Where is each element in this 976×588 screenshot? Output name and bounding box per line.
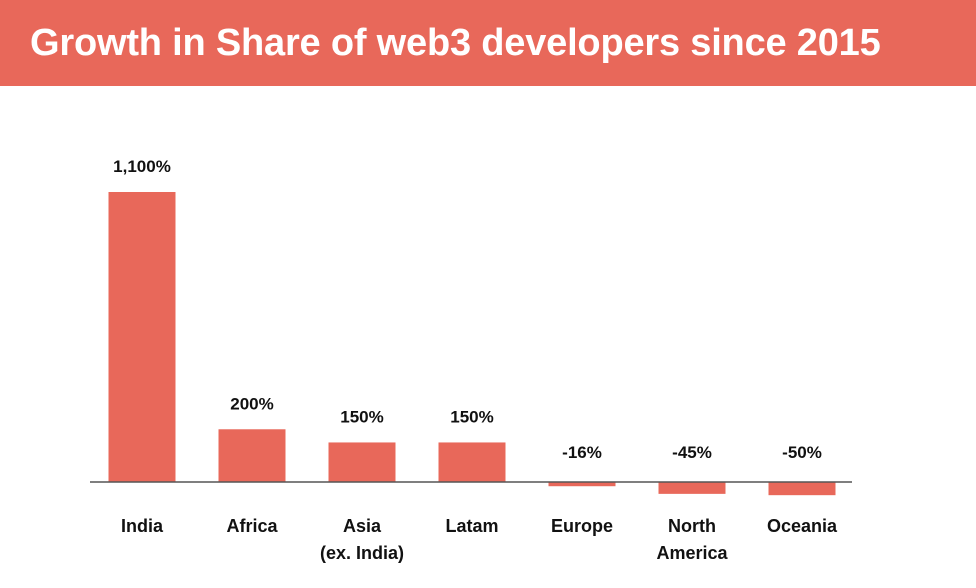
page-title: Growth in Share of web3 developers since… (30, 22, 881, 64)
category-label-line: North (668, 516, 716, 536)
bar-value-label: -16% (562, 443, 602, 462)
category-label-line: Africa (226, 516, 278, 536)
category-labels-group: India Africa Asia (ex. India) Latam Europe Nor… (121, 516, 838, 563)
bars-group (108, 192, 836, 496)
category-label-line: India (121, 516, 164, 536)
bar-value-label: 1,100% (113, 157, 171, 176)
bar-value-label: -50% (782, 443, 822, 462)
title-banner: Growth in Share of web3 developers since… (0, 0, 976, 86)
bar (108, 192, 176, 482)
category-label-line: Asia (343, 516, 382, 536)
category-label: Oceania (767, 516, 838, 536)
bar (438, 442, 506, 482)
category-label: Asia (ex. India) (320, 516, 404, 563)
category-label-line: Europe (551, 516, 613, 536)
category-label: Latam (445, 516, 498, 536)
value-labels-group: 1,100% 200% 150% 150% -16% -45% -50% (113, 157, 822, 462)
bar (548, 482, 616, 487)
category-label-line: Oceania (767, 516, 838, 536)
category-label: Europe (551, 516, 613, 536)
category-label-line: America (656, 543, 728, 563)
bar-value-label: 150% (450, 407, 493, 426)
bar-value-label: 150% (340, 407, 383, 426)
category-label-line: (ex. India) (320, 543, 404, 563)
bar (328, 442, 396, 482)
bar (768, 482, 836, 496)
category-label: North America (656, 516, 728, 563)
bar-value-label: -45% (672, 443, 712, 462)
bar-value-label: 200% (230, 394, 273, 413)
bar (658, 482, 726, 494)
category-label: Africa (226, 516, 278, 536)
category-label: India (121, 516, 164, 536)
bar (218, 429, 286, 482)
category-label-line: Latam (445, 516, 498, 536)
